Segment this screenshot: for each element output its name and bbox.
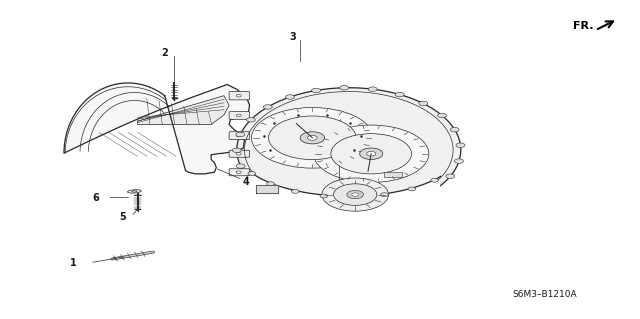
Circle shape bbox=[314, 125, 429, 182]
Circle shape bbox=[312, 88, 321, 93]
Circle shape bbox=[351, 195, 358, 199]
Text: 5: 5 bbox=[120, 212, 126, 222]
Circle shape bbox=[322, 178, 388, 211]
Circle shape bbox=[236, 94, 241, 97]
FancyBboxPatch shape bbox=[229, 150, 250, 157]
Circle shape bbox=[454, 159, 463, 163]
Circle shape bbox=[252, 108, 373, 168]
Polygon shape bbox=[256, 185, 278, 193]
Text: S6M3–B1210A: S6M3–B1210A bbox=[512, 290, 577, 299]
Circle shape bbox=[340, 85, 349, 90]
Ellipse shape bbox=[132, 191, 137, 192]
Polygon shape bbox=[138, 96, 229, 124]
Circle shape bbox=[419, 101, 428, 106]
Circle shape bbox=[368, 87, 377, 92]
Polygon shape bbox=[64, 83, 250, 174]
Circle shape bbox=[285, 95, 294, 99]
Circle shape bbox=[236, 152, 241, 155]
Circle shape bbox=[307, 135, 317, 140]
Circle shape bbox=[360, 148, 383, 160]
Circle shape bbox=[347, 190, 364, 199]
Text: FR.: FR. bbox=[573, 20, 593, 31]
Circle shape bbox=[438, 113, 447, 118]
Circle shape bbox=[352, 193, 358, 196]
Circle shape bbox=[320, 194, 328, 198]
Circle shape bbox=[456, 143, 465, 147]
Circle shape bbox=[246, 117, 255, 122]
FancyBboxPatch shape bbox=[229, 132, 250, 139]
Circle shape bbox=[331, 134, 412, 174]
Circle shape bbox=[263, 105, 272, 109]
Circle shape bbox=[431, 178, 438, 182]
Circle shape bbox=[236, 164, 245, 168]
Circle shape bbox=[408, 187, 416, 191]
Circle shape bbox=[381, 193, 388, 197]
Circle shape bbox=[232, 148, 241, 152]
Text: 4: 4 bbox=[243, 177, 250, 187]
FancyBboxPatch shape bbox=[229, 92, 250, 100]
Circle shape bbox=[367, 152, 376, 156]
Text: 1: 1 bbox=[70, 258, 77, 268]
Text: 2: 2 bbox=[162, 48, 168, 58]
Circle shape bbox=[269, 116, 356, 160]
Circle shape bbox=[248, 172, 255, 175]
Bar bbox=[384, 172, 402, 177]
Polygon shape bbox=[237, 88, 461, 196]
Circle shape bbox=[236, 171, 241, 174]
FancyBboxPatch shape bbox=[229, 169, 250, 176]
Circle shape bbox=[236, 134, 241, 137]
Circle shape bbox=[395, 92, 404, 97]
Circle shape bbox=[291, 189, 299, 193]
FancyBboxPatch shape bbox=[229, 112, 250, 119]
Circle shape bbox=[333, 184, 377, 205]
Ellipse shape bbox=[127, 190, 141, 193]
Circle shape bbox=[236, 132, 244, 137]
Circle shape bbox=[236, 114, 241, 117]
Circle shape bbox=[300, 132, 324, 144]
Circle shape bbox=[267, 182, 275, 186]
Text: 6: 6 bbox=[93, 193, 99, 203]
Circle shape bbox=[450, 128, 459, 132]
Text: 3: 3 bbox=[290, 32, 296, 42]
Circle shape bbox=[446, 174, 455, 178]
